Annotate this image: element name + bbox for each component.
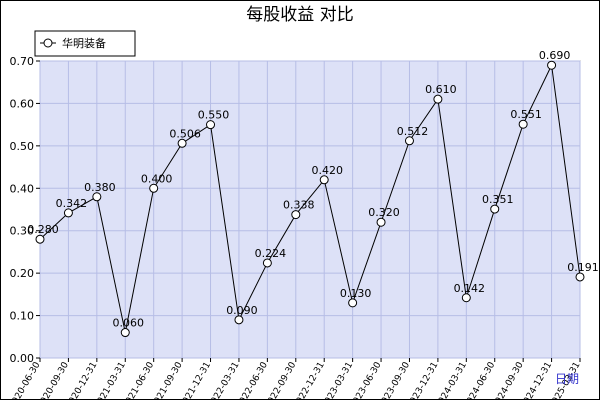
y-axis-ticks: 0.00 0.10 0.20 0.30 0.40 0.50 0.60 0.70 — [10, 55, 40, 365]
data-label: 0.338 — [283, 199, 315, 212]
data-point — [177, 138, 187, 148]
data-label: 0.380 — [84, 181, 116, 194]
data-point — [120, 328, 130, 338]
legend-marker — [43, 38, 53, 48]
data-label: 0.090 — [226, 304, 258, 317]
y-tick-label: 0.10 — [10, 310, 35, 323]
data-label: 0.351 — [482, 193, 514, 206]
y-tick-label: 0.20 — [10, 267, 35, 280]
legend-label: 华明装备 — [62, 36, 106, 50]
data-label: 0.512 — [397, 125, 429, 138]
y-tick-label: 0.60 — [10, 97, 35, 110]
data-point — [319, 175, 329, 185]
series-line — [39, 63, 581, 333]
data-label: 0.142 — [454, 282, 486, 295]
y-tick-label: 0.70 — [10, 55, 35, 68]
data-point — [92, 192, 102, 202]
data-point — [461, 293, 471, 303]
data-label: 0.224 — [255, 247, 287, 260]
y-tick-label: 0.30 — [10, 225, 35, 238]
data-label: 0.191 — [567, 261, 599, 274]
data-label: 0.060 — [113, 317, 145, 330]
series-layer: 0.280 0.342 0.380 0.060 0.400 0.506 0.550 0.090… — [27, 49, 599, 338]
data-point — [35, 234, 45, 244]
data-label: 0.550 — [198, 109, 230, 122]
y-tick-label: 0.00 — [10, 352, 35, 365]
data-label: 0.506 — [169, 127, 201, 140]
data-label: 0.130 — [340, 287, 372, 300]
data-label: 0.320 — [368, 206, 400, 219]
data-label: 0.610 — [425, 83, 457, 96]
data-point — [63, 208, 73, 218]
data-label: 0.551 — [510, 108, 542, 121]
data-point — [291, 210, 301, 220]
data-label: 0.400 — [141, 172, 173, 185]
data-point — [547, 60, 557, 70]
data-point — [433, 94, 443, 104]
x-axis-label: 日期 — [555, 372, 579, 386]
y-tick-label: 0.40 — [10, 182, 35, 195]
data-label: 0.342 — [56, 197, 88, 210]
data-label: 0.690 — [539, 49, 571, 62]
data-point — [348, 298, 358, 308]
data-point — [206, 120, 216, 130]
x-axis-ticks: 2020-06-302020-09-302020-12-312021-03-31… — [8, 358, 583, 400]
chart-title: 每股收益 对比 — [246, 5, 353, 25]
data-point — [262, 258, 272, 268]
data-label: 0.280 — [27, 223, 59, 236]
data-point — [404, 136, 414, 146]
data-point — [376, 217, 386, 227]
y-tick-label: 0.50 — [10, 140, 35, 153]
data-label: 0.420 — [311, 164, 343, 177]
data-point — [234, 315, 244, 325]
x-tick-label: 2020-06-30 — [8, 360, 43, 400]
legend: 华明装备 — [34, 30, 136, 57]
data-point — [149, 183, 159, 193]
data-point — [575, 272, 585, 282]
data-point — [490, 204, 500, 214]
data-point — [518, 119, 528, 129]
